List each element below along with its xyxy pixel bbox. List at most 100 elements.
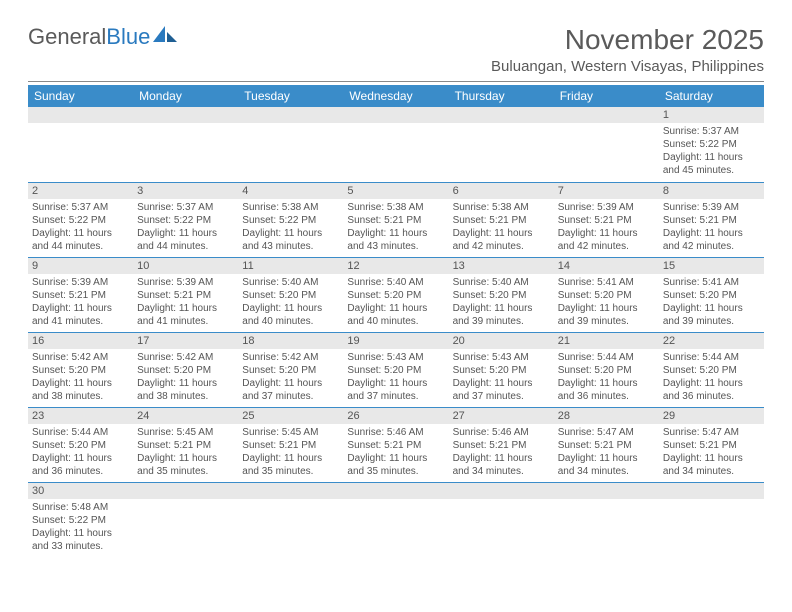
sunrise-text: Sunrise: 5:42 AM bbox=[242, 351, 339, 364]
sunrise-text: Sunrise: 5:39 AM bbox=[137, 276, 234, 289]
day-data: Sunrise: 5:41 AMSunset: 5:20 PMDaylight:… bbox=[554, 274, 659, 332]
day-number bbox=[238, 107, 343, 123]
day-cell: 1Sunrise: 5:37 AMSunset: 5:22 PMDaylight… bbox=[659, 107, 764, 182]
header-divider bbox=[28, 81, 764, 82]
sunrise-text: Sunrise: 5:46 AM bbox=[453, 426, 550, 439]
header: GeneralBlue November 2025 Buluangan, Wes… bbox=[28, 24, 764, 75]
day-data: Sunrise: 5:39 AMSunset: 5:21 PMDaylight:… bbox=[28, 274, 133, 332]
day-cell: 2Sunrise: 5:37 AMSunset: 5:22 PMDaylight… bbox=[28, 182, 133, 257]
sunrise-text: Sunrise: 5:44 AM bbox=[663, 351, 760, 364]
day-cell bbox=[449, 107, 554, 182]
day-number: 12 bbox=[343, 258, 448, 274]
daylight-text: Daylight: 11 hours and 39 minutes. bbox=[558, 302, 655, 328]
sunset-text: Sunset: 5:21 PM bbox=[347, 439, 444, 452]
sunrise-text: Sunrise: 5:45 AM bbox=[137, 426, 234, 439]
sunset-text: Sunset: 5:22 PM bbox=[32, 514, 129, 527]
title-block: November 2025 Buluangan, Western Visayas… bbox=[491, 24, 764, 75]
sunset-text: Sunset: 5:20 PM bbox=[32, 439, 129, 452]
day-cell: 3Sunrise: 5:37 AMSunset: 5:22 PMDaylight… bbox=[133, 182, 238, 257]
daylight-text: Daylight: 11 hours and 40 minutes. bbox=[242, 302, 339, 328]
day-data: Sunrise: 5:40 AMSunset: 5:20 PMDaylight:… bbox=[238, 274, 343, 332]
day-cell: 12Sunrise: 5:40 AMSunset: 5:20 PMDayligh… bbox=[343, 257, 448, 332]
day-cell: 29Sunrise: 5:47 AMSunset: 5:21 PMDayligh… bbox=[659, 407, 764, 482]
sunrise-text: Sunrise: 5:39 AM bbox=[32, 276, 129, 289]
day-number: 10 bbox=[133, 258, 238, 274]
day-data: Sunrise: 5:38 AMSunset: 5:22 PMDaylight:… bbox=[238, 199, 343, 257]
day-data: Sunrise: 5:39 AMSunset: 5:21 PMDaylight:… bbox=[133, 274, 238, 332]
day-data: Sunrise: 5:44 AMSunset: 5:20 PMDaylight:… bbox=[554, 349, 659, 407]
week-row: 1Sunrise: 5:37 AMSunset: 5:22 PMDaylight… bbox=[28, 107, 764, 182]
day-cell: 26Sunrise: 5:46 AMSunset: 5:21 PMDayligh… bbox=[343, 407, 448, 482]
sunrise-text: Sunrise: 5:40 AM bbox=[242, 276, 339, 289]
sunset-text: Sunset: 5:20 PM bbox=[663, 289, 760, 302]
sunset-text: Sunset: 5:20 PM bbox=[242, 364, 339, 377]
day-number: 28 bbox=[554, 408, 659, 424]
week-row: 23Sunrise: 5:44 AMSunset: 5:20 PMDayligh… bbox=[28, 407, 764, 482]
sunrise-text: Sunrise: 5:40 AM bbox=[347, 276, 444, 289]
sunset-text: Sunset: 5:20 PM bbox=[558, 364, 655, 377]
day-cell: 20Sunrise: 5:43 AMSunset: 5:20 PMDayligh… bbox=[449, 332, 554, 407]
day-number: 20 bbox=[449, 333, 554, 349]
day-data: Sunrise: 5:44 AMSunset: 5:20 PMDaylight:… bbox=[28, 424, 133, 482]
day-cell: 9Sunrise: 5:39 AMSunset: 5:21 PMDaylight… bbox=[28, 257, 133, 332]
day-data: Sunrise: 5:39 AMSunset: 5:21 PMDaylight:… bbox=[659, 199, 764, 257]
day-data: Sunrise: 5:44 AMSunset: 5:20 PMDaylight:… bbox=[659, 349, 764, 407]
daylight-text: Daylight: 11 hours and 45 minutes. bbox=[663, 151, 760, 177]
day-data bbox=[554, 123, 659, 173]
day-cell: 25Sunrise: 5:45 AMSunset: 5:21 PMDayligh… bbox=[238, 407, 343, 482]
sunrise-text: Sunrise: 5:47 AM bbox=[558, 426, 655, 439]
day-header: Friday bbox=[554, 85, 659, 107]
daylight-text: Daylight: 11 hours and 44 minutes. bbox=[32, 227, 129, 253]
sunset-text: Sunset: 5:20 PM bbox=[32, 364, 129, 377]
day-cell: 4Sunrise: 5:38 AMSunset: 5:22 PMDaylight… bbox=[238, 182, 343, 257]
daylight-text: Daylight: 11 hours and 36 minutes. bbox=[663, 377, 760, 403]
daylight-text: Daylight: 11 hours and 39 minutes. bbox=[663, 302, 760, 328]
daylight-text: Daylight: 11 hours and 37 minutes. bbox=[453, 377, 550, 403]
day-number: 24 bbox=[133, 408, 238, 424]
day-cell bbox=[554, 107, 659, 182]
day-number: 2 bbox=[28, 183, 133, 199]
logo: GeneralBlue bbox=[28, 24, 179, 50]
day-number bbox=[133, 483, 238, 499]
daylight-text: Daylight: 11 hours and 38 minutes. bbox=[32, 377, 129, 403]
day-data: Sunrise: 5:45 AMSunset: 5:21 PMDaylight:… bbox=[133, 424, 238, 482]
logo-text-1: General bbox=[28, 24, 106, 50]
day-data bbox=[343, 123, 448, 173]
day-data: Sunrise: 5:40 AMSunset: 5:20 PMDaylight:… bbox=[449, 274, 554, 332]
day-header: Sunday bbox=[28, 85, 133, 107]
daylight-text: Daylight: 11 hours and 43 minutes. bbox=[347, 227, 444, 253]
day-data bbox=[133, 499, 238, 549]
day-data: Sunrise: 5:42 AMSunset: 5:20 PMDaylight:… bbox=[238, 349, 343, 407]
day-number bbox=[449, 483, 554, 499]
sunrise-text: Sunrise: 5:38 AM bbox=[453, 201, 550, 214]
sunrise-text: Sunrise: 5:38 AM bbox=[347, 201, 444, 214]
sunset-text: Sunset: 5:20 PM bbox=[453, 289, 550, 302]
day-data: Sunrise: 5:48 AMSunset: 5:22 PMDaylight:… bbox=[28, 499, 133, 557]
day-number: 7 bbox=[554, 183, 659, 199]
sunrise-text: Sunrise: 5:40 AM bbox=[453, 276, 550, 289]
day-cell bbox=[238, 107, 343, 182]
day-data: Sunrise: 5:40 AMSunset: 5:20 PMDaylight:… bbox=[343, 274, 448, 332]
day-cell: 10Sunrise: 5:39 AMSunset: 5:21 PMDayligh… bbox=[133, 257, 238, 332]
sunrise-text: Sunrise: 5:46 AM bbox=[347, 426, 444, 439]
day-number: 5 bbox=[343, 183, 448, 199]
day-number bbox=[659, 483, 764, 499]
day-data: Sunrise: 5:38 AMSunset: 5:21 PMDaylight:… bbox=[449, 199, 554, 257]
sunset-text: Sunset: 5:21 PM bbox=[558, 214, 655, 227]
day-header: Wednesday bbox=[343, 85, 448, 107]
daylight-text: Daylight: 11 hours and 40 minutes. bbox=[347, 302, 444, 328]
day-cell: 24Sunrise: 5:45 AMSunset: 5:21 PMDayligh… bbox=[133, 407, 238, 482]
day-cell bbox=[133, 482, 238, 557]
sunrise-text: Sunrise: 5:48 AM bbox=[32, 501, 129, 514]
day-number bbox=[343, 107, 448, 123]
day-cell: 22Sunrise: 5:44 AMSunset: 5:20 PMDayligh… bbox=[659, 332, 764, 407]
daylight-text: Daylight: 11 hours and 39 minutes. bbox=[453, 302, 550, 328]
sunrise-text: Sunrise: 5:38 AM bbox=[242, 201, 339, 214]
day-number bbox=[28, 107, 133, 123]
day-cell bbox=[659, 482, 764, 557]
sunrise-text: Sunrise: 5:42 AM bbox=[32, 351, 129, 364]
day-number: 4 bbox=[238, 183, 343, 199]
day-cell: 15Sunrise: 5:41 AMSunset: 5:20 PMDayligh… bbox=[659, 257, 764, 332]
day-data bbox=[343, 499, 448, 549]
day-cell: 14Sunrise: 5:41 AMSunset: 5:20 PMDayligh… bbox=[554, 257, 659, 332]
